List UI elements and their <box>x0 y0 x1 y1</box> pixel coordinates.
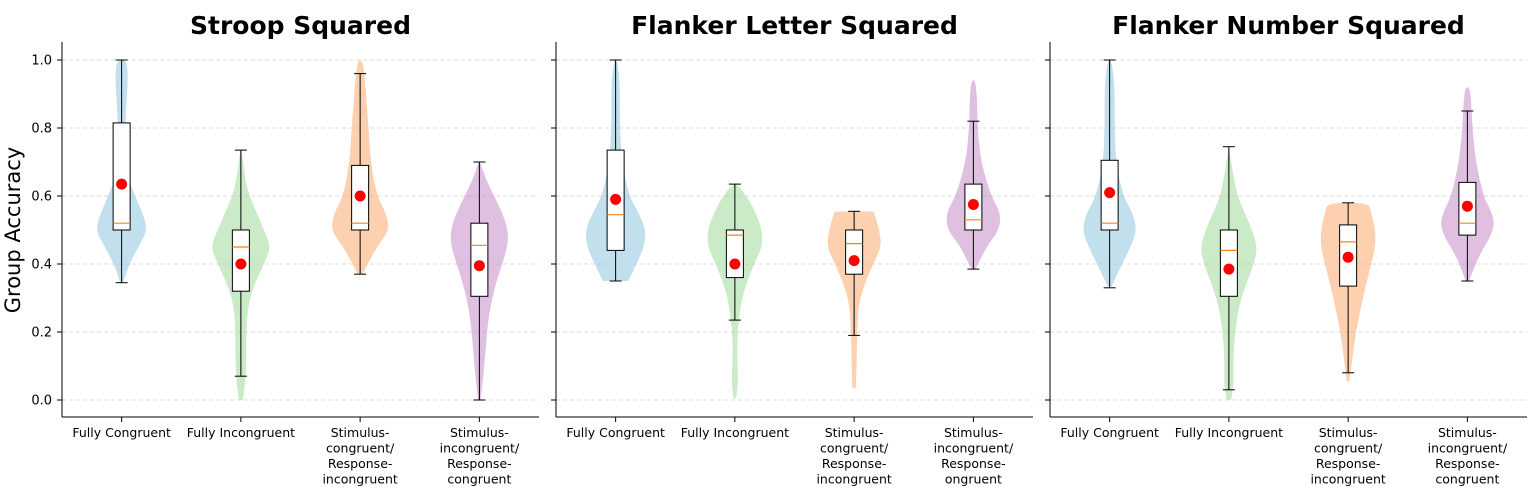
mean-marker <box>610 193 622 205</box>
x-tick-label-line: congruent/ <box>820 441 889 456</box>
mean-marker <box>116 178 128 190</box>
x-tick-label: Stimulus-incongruent/Response-congruent <box>440 425 520 487</box>
x-tick-label: Stimulus-incongruent/Response-congruent <box>1428 425 1508 487</box>
x-tick-label-line: Response- <box>447 456 512 471</box>
x-tick-label: Stimulus-congruent/Response-incongruent <box>816 425 891 487</box>
iqr-box <box>725 229 744 279</box>
mean-marker <box>848 255 860 267</box>
mean-marker <box>354 190 366 202</box>
x-tick-label: Fully Incongruent <box>681 425 789 440</box>
x-tick-label-line: incongruent/ <box>1428 441 1508 456</box>
mean-marker <box>1104 187 1116 199</box>
x-tick-label: Fully Congruent <box>566 425 665 440</box>
x-tick-label-line: Response- <box>941 456 1006 471</box>
x-tick-label: Fully Incongruent <box>187 425 295 440</box>
x-tick-label: Stimulus-congruent/Response-incongruent <box>322 425 397 487</box>
x-tick-label-line: congruent <box>447 472 511 487</box>
x-tick-label-line: incongruent <box>816 472 891 487</box>
x-tick-label-line: Fully Incongruent <box>1175 425 1283 440</box>
panel-title: Flanker Number Squared <box>1112 11 1465 40</box>
iqr-box <box>470 222 489 297</box>
x-tick-label-line: Stimulus- <box>331 425 390 440</box>
x-tick-label-line: Response- <box>822 456 887 471</box>
mean-marker <box>1223 263 1235 275</box>
mean-marker <box>473 260 485 272</box>
mean-marker <box>235 258 247 270</box>
x-tick-label-line: Stimulus- <box>825 425 884 440</box>
panel-3: Flanker Number Squared Fully Congruent Ful… <box>1045 11 1527 487</box>
panel-title: Stroop Squared <box>190 11 411 40</box>
x-tick-label-line: Response- <box>1435 456 1500 471</box>
x-tick-label-line: Fully Congruent <box>72 425 171 440</box>
y-axis-label: Group Accuracy <box>1 147 25 313</box>
mean-marker <box>1461 200 1473 212</box>
iqr-box <box>1219 229 1238 297</box>
x-tick-label-line: Response- <box>1316 456 1381 471</box>
x-tick-label-line: Response- <box>328 456 393 471</box>
x-tick-label: Stimulus-congruent/Response-incongruent <box>1310 425 1385 487</box>
x-tick-label-line: congruent <box>1435 472 1499 487</box>
x-tick-label-line: congruent/ <box>326 441 395 456</box>
x-tick-label-line: ongruent <box>945 472 1002 487</box>
panel-1: Stroop Squared 0.0 0.2 0.4 0.6 0.8 1.0 Fully Co… <box>31 11 539 487</box>
x-tick-label-line: Stimulus- <box>944 425 1003 440</box>
y-tick-label: 0.8 <box>31 122 52 137</box>
y-tick-label: 0.2 <box>31 326 52 341</box>
y-tick-label: 0.0 <box>31 394 52 409</box>
x-tick-label-line: Fully Congruent <box>1060 425 1159 440</box>
x-tick-label-line: Fully Incongruent <box>187 425 295 440</box>
x-tick-label-line: incongruent/ <box>934 441 1014 456</box>
x-tick-label-line: incongruent <box>322 472 397 487</box>
x-tick-label: Stimulus-incongruent/Response-ongruent <box>934 425 1014 487</box>
x-tick-label-line: incongruent/ <box>440 441 520 456</box>
y-tick-label: 0.4 <box>31 258 52 273</box>
panel-2: Flanker Letter Squared Fully Congruent Ful… <box>551 11 1033 487</box>
mean-marker <box>967 199 979 210</box>
iqr-box <box>112 122 131 231</box>
x-tick-label: Fully Incongruent <box>1175 425 1283 440</box>
y-tick-label: 1.0 <box>31 54 52 69</box>
x-tick-label-line: congruent/ <box>1314 441 1383 456</box>
x-tick-label: Fully Congruent <box>1060 425 1159 440</box>
panel-title: Flanker Letter Squared <box>631 11 958 40</box>
y-tick-label: 0.6 <box>31 190 52 205</box>
x-tick-label-line: Stimulus- <box>1438 425 1497 440</box>
mean-marker <box>729 258 741 270</box>
iqr-box <box>845 229 864 275</box>
x-tick-label-line: Fully Incongruent <box>681 425 789 440</box>
x-tick-label-line: incongruent <box>1310 472 1385 487</box>
x-tick-label-line: Fully Congruent <box>566 425 665 440</box>
x-tick-label-line: Stimulus- <box>1319 425 1378 440</box>
x-tick-label: Fully Congruent <box>72 425 171 440</box>
x-tick-label-line: Stimulus- <box>450 425 509 440</box>
mean-marker <box>1342 251 1354 263</box>
